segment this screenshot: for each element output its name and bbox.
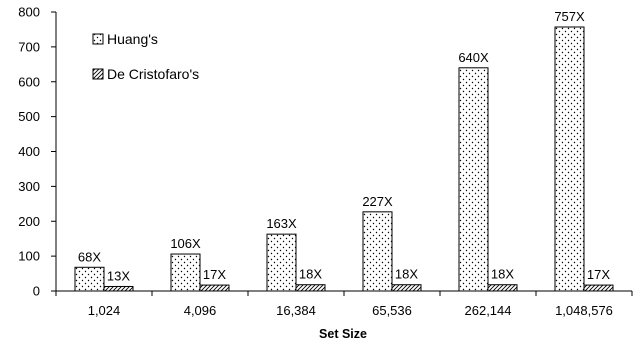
- bar-de-cristofaro-s-1-024: [103, 285, 134, 292]
- legend-label-de-cristofaros: De Cristofaro's: [107, 66, 199, 82]
- x-tick-label: 16,384: [276, 303, 316, 318]
- x-tick-labels-group: 1,024 4,096 16,384 65,536 262,144 1,048,576: [55, 291, 633, 318]
- y-tick-label: 100: [18, 249, 40, 264]
- x-tick-label: 4,096: [184, 303, 217, 318]
- x-tick-label: 1,048,576: [555, 303, 613, 318]
- data-label-de-cristofaro-s-65-536: 18X: [395, 267, 418, 282]
- bar-huang-s-16-384: [266, 233, 297, 292]
- y-tick-label: 500: [18, 109, 40, 124]
- data-label-huang-s-262-144: 640X: [458, 50, 489, 65]
- data-label-de-cristofaro-s-16-384: 18X: [299, 267, 322, 282]
- data-labels-group: 68X 13X 106X 17X 163X 18X 227X 18X 640X 18X 757X 17…: [78, 9, 610, 283]
- y-tick-label: 600: [18, 74, 40, 89]
- y-tick-label: 0: [33, 284, 40, 299]
- data-label-huang-s-16-384: 163X: [266, 216, 297, 231]
- data-label-huang-s-1-048-576: 757X: [554, 9, 585, 24]
- data-label-huang-s-4-096: 106X: [170, 236, 201, 251]
- data-label-de-cristofaro-s-4-096: 17X: [203, 267, 226, 282]
- bar-huang-s-65-536: [362, 211, 393, 292]
- y-tick-labels-group: 0 100 200 300 400 500 600 700 800: [18, 5, 56, 299]
- data-label-huang-s-1-024: 68X: [78, 249, 101, 264]
- y-tick-label: 700: [18, 39, 40, 54]
- bar-de-cristofaro-s-65-536: [391, 284, 422, 292]
- x-tick-label: 1,024: [88, 303, 121, 318]
- bar-huang-s-4-096: [170, 253, 201, 292]
- data-label-huang-s-65-536: 227X: [362, 194, 393, 209]
- legend-label-huangs: Huang's: [107, 31, 158, 47]
- x-tick-label: 262,144: [465, 303, 512, 318]
- bar-huang-s-1-024: [74, 266, 105, 292]
- bar-huang-s-1-048-576: [554, 26, 585, 292]
- bar-de-cristofaro-s-4-096: [199, 284, 230, 292]
- data-label-de-cristofaro-s-262-144: 18X: [491, 267, 514, 282]
- data-label-de-cristofaro-s-1-048-576: 17X: [587, 267, 610, 282]
- bar-de-cristofaro-s-262-144: [487, 284, 518, 292]
- y-tick-label: 300: [18, 179, 40, 194]
- legend-swatch-huangs: [92, 33, 104, 45]
- x-axis-title: Set Size: [319, 327, 367, 341]
- legend-swatch-de-cristofaros: [92, 68, 104, 80]
- bar-de-cristofaro-s-1-048-576: [583, 284, 614, 292]
- bars-group: [74, 26, 614, 292]
- x-tick-label: 65,536: [372, 303, 412, 318]
- bar-de-cristofaro-s-16-384: [295, 284, 326, 292]
- data-label-de-cristofaro-s-1-024: 13X: [107, 268, 130, 283]
- y-tick-label: 400: [18, 144, 40, 159]
- y-tick-label: 800: [18, 5, 40, 20]
- legend: Huang's De Cristofaro's: [92, 31, 199, 82]
- y-tick-label: 200: [18, 214, 40, 229]
- bar-huang-s-262-144: [458, 67, 489, 292]
